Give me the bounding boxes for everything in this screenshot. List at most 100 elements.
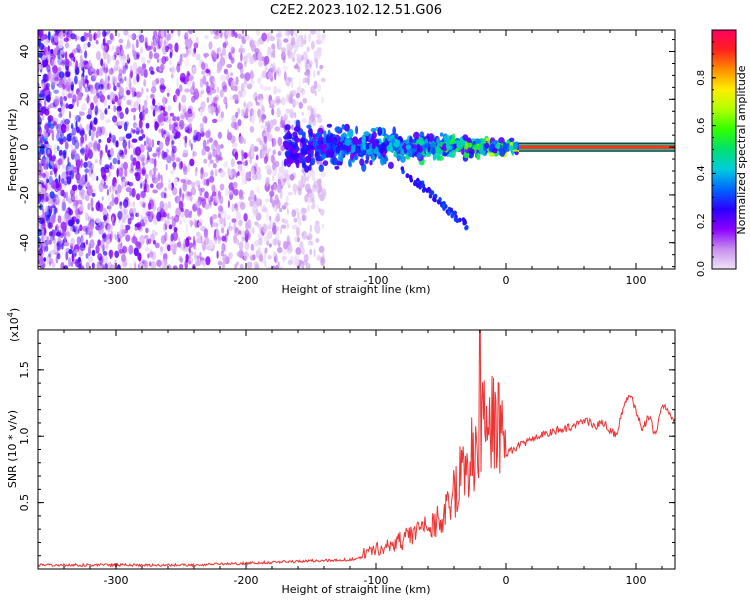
heatmap-cell xyxy=(271,108,275,116)
heatmap-cell xyxy=(137,66,143,74)
heatmap-cell xyxy=(286,159,292,168)
y-tick-label: 1.5 xyxy=(18,361,31,379)
heatmap-cell xyxy=(171,145,177,154)
heatmap-cell xyxy=(49,170,53,176)
heatmap-cell xyxy=(184,208,190,218)
heatmap-cell xyxy=(138,30,142,36)
heatmap-cell xyxy=(314,224,321,234)
heatmap-cell xyxy=(100,126,106,136)
heatmap-cell xyxy=(252,254,256,261)
heatmap-cell xyxy=(235,207,239,213)
heatmap-cell xyxy=(264,247,268,254)
heatmap-cell xyxy=(87,182,91,188)
heatmap-cell xyxy=(114,182,118,191)
heatmap-cell xyxy=(133,49,136,59)
heatmap-cell xyxy=(54,169,57,178)
heatmap-cell xyxy=(206,139,209,145)
heatmap-cell xyxy=(142,113,145,122)
heatmap-cell xyxy=(280,51,286,61)
heatmap-cell xyxy=(104,78,109,85)
heatmap-cell xyxy=(72,201,79,210)
heatmap-cell xyxy=(167,178,171,184)
colorbar-label: Normalized spectral amplitude xyxy=(735,65,748,234)
heatmap-cell xyxy=(191,181,196,189)
heatmap-cell xyxy=(189,219,193,228)
heatmap-cell xyxy=(188,247,191,253)
heatmap-cell xyxy=(357,139,362,145)
heatmap-cell xyxy=(110,251,113,259)
heatmap-cell xyxy=(88,59,91,66)
heatmap-cell xyxy=(73,148,77,157)
heatmap-cell xyxy=(130,144,134,149)
heatmap-cell xyxy=(237,107,241,115)
colorbar-tick-label: 0.8 xyxy=(696,70,707,86)
heatmap-cell xyxy=(291,209,297,218)
heatmap-cell xyxy=(239,263,244,269)
heatmap-cell xyxy=(114,250,120,258)
heatmap-cell xyxy=(169,51,173,59)
heatmap-cell xyxy=(150,106,154,112)
heatmap-cell xyxy=(53,47,58,56)
heatmap-cell xyxy=(93,117,98,125)
heatmap-cell xyxy=(214,195,220,204)
heatmap-cell xyxy=(261,32,268,42)
heatmap-cell xyxy=(162,237,168,242)
heatmap-cell xyxy=(201,103,205,112)
heatmap-cell xyxy=(309,63,312,70)
heatmap-cell xyxy=(178,161,184,170)
heatmap-cell xyxy=(300,147,304,156)
heatmap-cell xyxy=(234,226,238,233)
heatmap-cell xyxy=(125,107,129,115)
heatmap-cell xyxy=(88,166,91,176)
heatmap-cell xyxy=(254,162,258,168)
heatmap-cell xyxy=(149,158,153,164)
heatmap-cell xyxy=(298,78,302,89)
heatmap-cell xyxy=(117,109,121,118)
heatmap-cell xyxy=(308,119,313,126)
heatmap-cell xyxy=(184,135,188,144)
heatmap-cell xyxy=(319,64,324,70)
heatmap-cell xyxy=(264,65,269,72)
heatmap-cell xyxy=(204,35,209,40)
heatmap-cell xyxy=(243,213,248,222)
heatmap-cell xyxy=(405,173,410,179)
heatmap-cell xyxy=(320,256,326,267)
heatmap-cell xyxy=(472,144,479,150)
heatmap-cell xyxy=(247,219,252,230)
heatmap-cell xyxy=(88,33,93,42)
heatmap-cell xyxy=(198,236,202,244)
heatmap-cell xyxy=(203,171,209,178)
heatmap-cell xyxy=(43,73,49,82)
heatmap-cell xyxy=(231,218,237,223)
heatmap-cell xyxy=(44,89,49,96)
heatmap-cell xyxy=(133,260,137,268)
heatmap-cell xyxy=(153,158,157,168)
heatmap-cell xyxy=(289,173,295,181)
heatmap-cell xyxy=(285,94,290,103)
heatmap-cell xyxy=(244,234,249,243)
heatmap-cell xyxy=(262,142,268,151)
heatmap-cell xyxy=(212,118,218,124)
heatmap-cell xyxy=(166,148,169,154)
heatmap-cell xyxy=(417,137,424,146)
heatmap-cell xyxy=(260,124,266,129)
heatmap-cell xyxy=(271,138,274,143)
heatmap-cell xyxy=(89,88,96,95)
heatmap-cell xyxy=(166,212,170,220)
heatmap-cell xyxy=(318,245,325,253)
heatmap-cell xyxy=(46,178,49,184)
heatmap-cell xyxy=(252,109,256,119)
heatmap-cell xyxy=(44,211,48,218)
heatmap-cell xyxy=(119,98,122,104)
heatmap-cell xyxy=(118,136,124,142)
heatmap-cell xyxy=(272,118,277,126)
heatmap-cell xyxy=(85,261,90,269)
heatmap-cell xyxy=(208,201,213,209)
heatmap-cell xyxy=(100,58,104,67)
heatmap-cell xyxy=(220,74,227,82)
heatmap-cell xyxy=(89,97,92,104)
heatmap-cell xyxy=(183,165,188,176)
heatmap-cell xyxy=(117,151,121,162)
heatmap-cell xyxy=(160,216,167,223)
heatmap-cell xyxy=(269,35,276,42)
